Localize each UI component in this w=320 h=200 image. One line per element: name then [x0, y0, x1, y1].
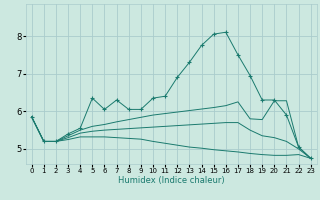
X-axis label: Humidex (Indice chaleur): Humidex (Indice chaleur) [118, 176, 225, 185]
